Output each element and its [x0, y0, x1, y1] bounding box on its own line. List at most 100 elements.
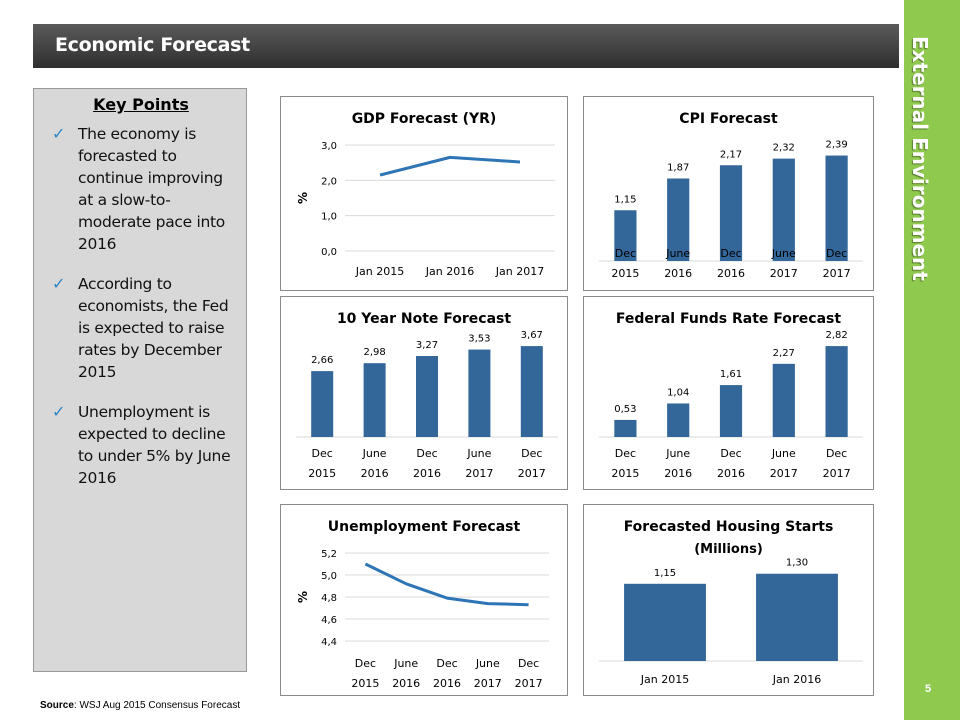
category-label: 2016: [664, 267, 692, 280]
category-label: June: [362, 447, 387, 460]
category-label: 2017: [823, 467, 851, 480]
category-label: 2017: [465, 467, 493, 480]
key-point: ✓ Unemployment is expected to decline to…: [42, 401, 242, 489]
bar: [520, 346, 543, 437]
data-label: 1,61: [720, 369, 742, 380]
bar: [772, 158, 795, 261]
bar: [719, 385, 743, 437]
category-label: 2015: [308, 467, 336, 480]
cpi-svg: CPI Forecast 1,15 Dec 2015 1,87 June 2016 2,17 D…: [599, 111, 863, 280]
category-label: June: [771, 247, 796, 260]
ten-year-note-forecast-chart: 10 Year Note Forecast 2,66 Dec 2015 2,98 June…: [280, 296, 568, 490]
bar: [825, 155, 848, 261]
key-point-text: Unemployment is expected to decline to u…: [78, 403, 231, 487]
category-label: Dec: [436, 657, 457, 670]
category-label: 2016: [361, 467, 389, 480]
data-label: 1,15: [654, 568, 676, 579]
checkmark-icon: ✓: [52, 402, 66, 421]
category-label: Dec: [826, 447, 847, 460]
category-label: Dec: [518, 657, 539, 670]
bar: [825, 346, 848, 437]
y-tick-label: 5,0: [321, 571, 337, 582]
bar: [624, 583, 706, 661]
chart-title: Forecasted Housing Starts: [624, 519, 834, 535]
y-tick-label: 4,8: [321, 593, 337, 604]
category-label: Dec: [416, 447, 437, 460]
key-points-box: Key Points ✓ The economy is forecasted t…: [33, 88, 247, 672]
checkmark-icon: ✓: [52, 124, 66, 143]
unemployment-forecast-chart: Unemployment Forecast 4,4 4,6 4,8 5,0 5,2% Dec…: [280, 504, 568, 696]
bar: [667, 403, 690, 437]
category-label: June: [665, 247, 690, 260]
federal-funds-rate-forecast-chart: Federal Funds Rate Forecast 0,53 Dec 2015 1,…: [583, 296, 874, 490]
y-tick-label: 5,2: [321, 549, 337, 560]
bar: [667, 178, 690, 261]
chart-subtitle: (Millions): [694, 542, 763, 557]
data-label: 2,17: [720, 149, 742, 160]
data-label: 1,30: [786, 558, 808, 569]
data-label: 3,53: [468, 334, 490, 345]
data-label: 3,27: [416, 340, 438, 351]
category-label: 2017: [518, 467, 546, 480]
category-label: 2016: [717, 267, 745, 280]
category-label: 2016: [413, 467, 441, 480]
y-tick-label: 0,0: [321, 247, 337, 258]
data-label: 2,27: [773, 348, 795, 359]
category-label: Dec: [720, 447, 741, 460]
bar: [772, 363, 795, 437]
section-title: External Environment: [908, 36, 932, 281]
key-points-list: ✓ The economy is forecasted to continue …: [42, 123, 242, 507]
y-axis-label: %: [296, 192, 310, 204]
gdp-svg: GDP Forecast (YR) 0,0 1,0 2,0 3,0% Jan 2015 Ja…: [296, 111, 555, 278]
category-label: Dec: [312, 447, 333, 460]
category-label: Dec: [720, 247, 741, 260]
bar: [363, 363, 386, 437]
category-label: 2016: [392, 677, 420, 690]
bar: [756, 573, 838, 661]
y-tick-label: 3,0: [321, 141, 337, 152]
category-label: June: [466, 447, 491, 460]
data-label: 2,39: [825, 140, 847, 151]
data-label: 3,67: [521, 330, 543, 341]
data-label: 1,04: [667, 387, 689, 398]
category-label: Dec: [615, 247, 636, 260]
chart-title: Federal Funds Rate Forecast: [616, 311, 841, 327]
y-tick-label: 1,0: [321, 212, 337, 223]
y-tick-label: 2,0: [321, 176, 337, 187]
housing-starts-forecast-chart: Forecasted Housing Starts (Millions) 1,15 J…: [583, 504, 874, 696]
category-label: 2015: [611, 467, 639, 480]
key-point-text: According to economists, the Fed is expe…: [78, 275, 229, 381]
data-label: 1,87: [667, 162, 689, 173]
y-axis-label: %: [296, 591, 310, 603]
category-label: 2017: [770, 267, 798, 280]
cpi-forecast-chart: CPI Forecast 1,15 Dec 2015 1,87 June 2016 2,17 D…: [583, 96, 874, 291]
category-label: 2017: [770, 467, 798, 480]
housing-svg: Forecasted Housing Starts (Millions) 1,15 J…: [599, 519, 863, 686]
y-tick-label: 4,6: [321, 615, 337, 626]
bar: [415, 355, 439, 437]
checkmark-icon: ✓: [52, 274, 66, 293]
side-strip: [904, 0, 960, 720]
key-points-heading: Key Points: [93, 95, 189, 114]
y-tick-label: 4,4: [321, 637, 337, 648]
category-label: June: [771, 447, 796, 460]
page-number: 5: [925, 683, 932, 695]
note-svg: 10 Year Note Forecast 2,66 Dec 2015 2,98 June…: [296, 311, 558, 480]
category-label: 2017: [515, 677, 543, 690]
category-label: 2016: [664, 467, 692, 480]
gdp-forecast-chart: GDP Forecast (YR) 0,0 1,0 2,0 3,0% Jan 2015 Ja…: [280, 96, 568, 291]
category-label: June: [475, 657, 500, 670]
key-point: ✓ According to economists, the Fed is ex…: [42, 273, 242, 383]
data-label: 1,15: [614, 194, 636, 205]
source-label: Source: [40, 700, 74, 711]
bar: [311, 371, 334, 437]
bar: [719, 165, 743, 261]
chart-title: CPI Forecast: [679, 111, 778, 127]
chart-title: 10 Year Note Forecast: [337, 311, 511, 327]
category-label: 2016: [433, 677, 461, 690]
data-label: 0,53: [614, 404, 636, 415]
data-label: 2,66: [311, 355, 333, 366]
bar: [468, 349, 491, 437]
data-label: 2,98: [363, 347, 385, 358]
category-label: June: [665, 447, 690, 460]
